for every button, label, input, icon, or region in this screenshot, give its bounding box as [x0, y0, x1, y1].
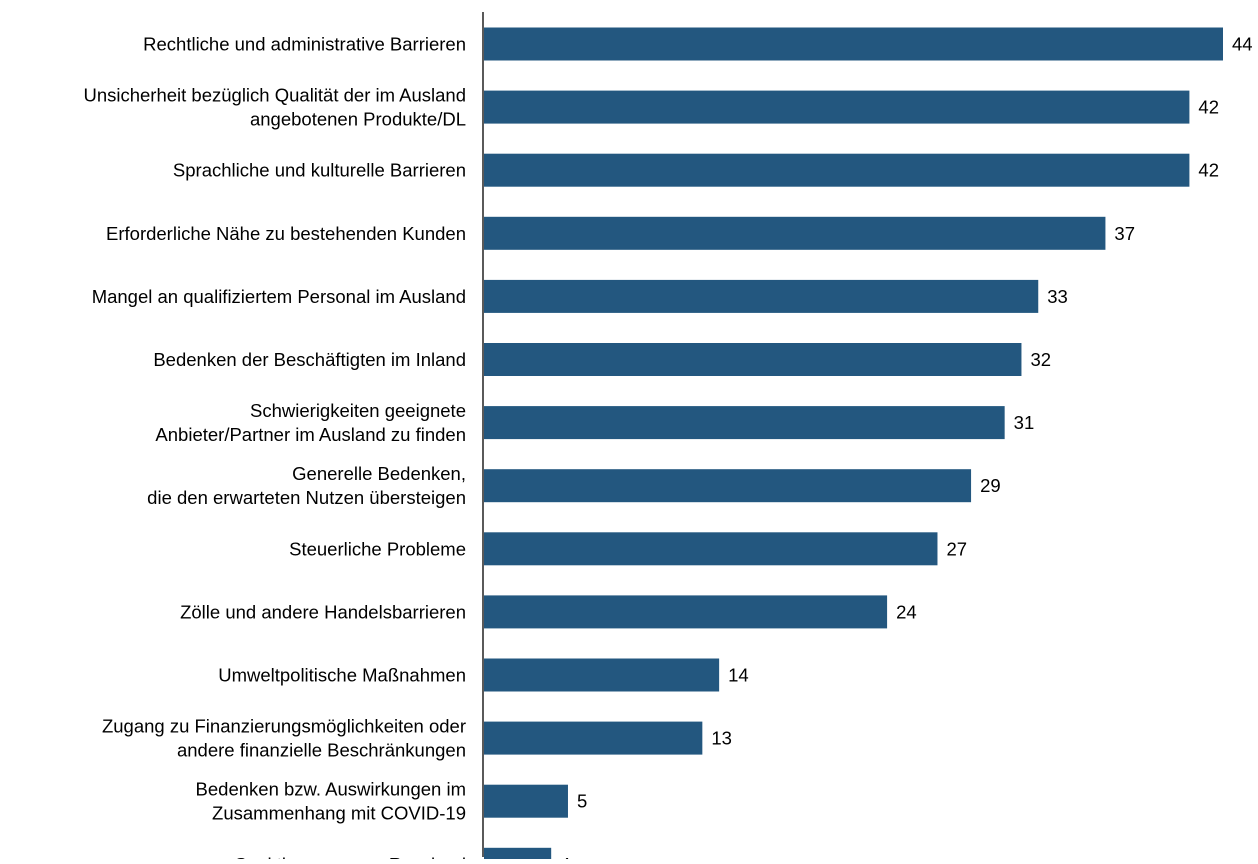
category-label-1-line-1: angebotenen Produkte/DL	[250, 109, 466, 130]
category-label-0: Rechtliche und administrative Barrieren	[143, 34, 466, 55]
bar-9	[484, 595, 888, 629]
data-label-6: 31	[1014, 412, 1035, 433]
category-label-5: Bedenken der Beschäftigten im Inland	[153, 349, 466, 370]
category-label-2: Sprachliche und kulturelle Barrieren	[173, 160, 466, 181]
data-label-2: 42	[1198, 160, 1219, 181]
data-label-9: 24	[896, 601, 917, 622]
data-label-3: 37	[1114, 223, 1135, 244]
bar-0	[484, 27, 1223, 61]
value-labels: 44 42 42 37 33 32 31 29 27 24 14 13 5 4	[560, 34, 1253, 864]
category-label-13: Sanktionen gegen Russland	[235, 854, 466, 859]
bar-3	[484, 216, 1106, 250]
data-label-12: 5	[577, 791, 587, 812]
category-label-6-line-0: Schwierigkeiten geeignete	[250, 400, 466, 421]
category-labels: Rechtliche und administrative Barrieren U…	[83, 34, 466, 864]
category-label-1-line-0: Unsicherheit bezüglich Qualität der im A…	[83, 85, 466, 106]
bar-8	[484, 532, 938, 566]
category-label-6-line-1: Anbieter/Partner im Ausland zu finden	[155, 424, 466, 445]
category-label-10: Umweltpolitische Maßnahmen	[218, 665, 466, 686]
category-label-12-line-0: Bedenken bzw. Auswirkungen im	[196, 779, 466, 800]
bars-layer	[484, 27, 1223, 864]
category-label-7-line-0: Generelle Bedenken,	[292, 463, 466, 484]
data-label-11: 13	[711, 728, 732, 749]
data-label-13: 4	[560, 854, 570, 859]
bar-2	[484, 153, 1190, 187]
bar-12	[484, 784, 568, 818]
category-label-3: Erforderliche Nähe zu bestehenden Kunden	[106, 223, 466, 244]
data-label-7: 29	[980, 475, 1001, 496]
data-label-5: 32	[1030, 349, 1051, 370]
category-label-8: Steuerliche Probleme	[289, 538, 466, 559]
bar-10	[484, 658, 720, 692]
category-label-11-line-0: Zugang zu Finanzierungsmöglichkeiten ode…	[102, 716, 466, 737]
data-label-0: 44	[1232, 34, 1253, 55]
data-label-4: 33	[1047, 286, 1068, 307]
category-label-7-line-1: die den erwarteten Nutzen übersteigen	[147, 487, 466, 508]
bar-4	[484, 279, 1039, 313]
category-label-4: Mangel an qualifiziertem Personal im Aus…	[92, 286, 466, 307]
bar-6	[484, 406, 1005, 440]
bar-5	[484, 343, 1022, 376]
bar-7	[484, 469, 972, 503]
bar-13	[484, 847, 552, 864]
data-label-10: 14	[728, 665, 749, 686]
data-label-1: 42	[1198, 97, 1219, 118]
bar-1	[484, 90, 1190, 124]
category-label-12-line-1: Zusammenhang mit COVID-19	[212, 803, 466, 824]
category-label-9: Zölle und andere Handelsbarrieren	[180, 601, 466, 622]
bar-11	[484, 721, 703, 755]
category-label-11-line-1: andere finanzielle Beschränkungen	[177, 740, 466, 761]
data-label-8: 27	[946, 538, 967, 559]
